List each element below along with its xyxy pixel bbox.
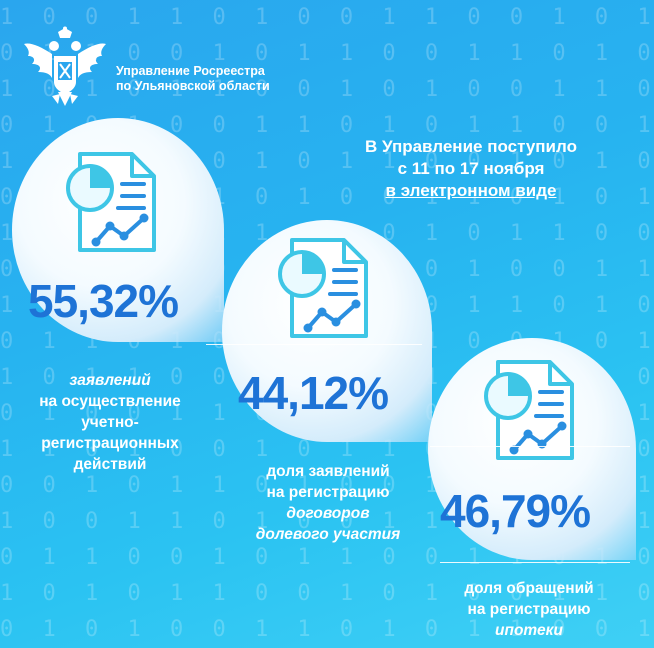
headline-line-2: с 11 по 17 ноября: [397, 159, 545, 178]
stat-value-2: 44,12%: [238, 367, 389, 419]
stat-value-1: 55,32%: [28, 275, 179, 327]
caption-line: доля заявлений: [266, 463, 390, 480]
divider-line: [206, 344, 422, 345]
document-chart-icon: [278, 238, 368, 338]
caption-line: договоров: [286, 505, 370, 522]
headline-line-1: В Управление поступило: [365, 137, 577, 156]
stat-caption-2: доля заявлений на регистрацию договоров …: [222, 461, 434, 545]
headline: В Управление поступило с 11 по 17 ноября…: [318, 136, 624, 202]
document-chart-icon: [484, 360, 574, 460]
caption-line: действий: [73, 456, 147, 473]
caption-line: ипотеки: [495, 622, 563, 639]
stat-caption-3: доля обращений на регистрацию ипотеки: [422, 578, 636, 641]
headline-line-3: в электронном виде: [385, 181, 557, 200]
caption-line: заявлений: [69, 372, 151, 389]
caption-line: на осуществление: [39, 393, 181, 410]
document-chart-icon: [66, 152, 156, 252]
double-headed-eagle-emblem-icon: [24, 26, 106, 106]
caption-line: долевого участия: [255, 526, 401, 543]
organization-name: Управление Росреестра по Ульяновской обл…: [116, 64, 270, 94]
caption-line: учетно-: [81, 414, 139, 431]
caption-line: на регистрацию: [467, 601, 591, 618]
stat-value-3: 46,79%: [440, 485, 591, 537]
caption-line: на регистрацию: [266, 484, 390, 501]
caption-line: доля обращений: [464, 580, 594, 597]
stat-caption-1: заявлений на осуществление учетно- регис…: [10, 370, 210, 475]
divider-line: [430, 446, 630, 447]
organization-line-1: Управление Росреестра: [116, 64, 265, 78]
divider-line: [440, 562, 630, 563]
caption-line: регистрационных: [41, 435, 179, 452]
organization-line-2: по Ульяновской области: [116, 79, 270, 93]
